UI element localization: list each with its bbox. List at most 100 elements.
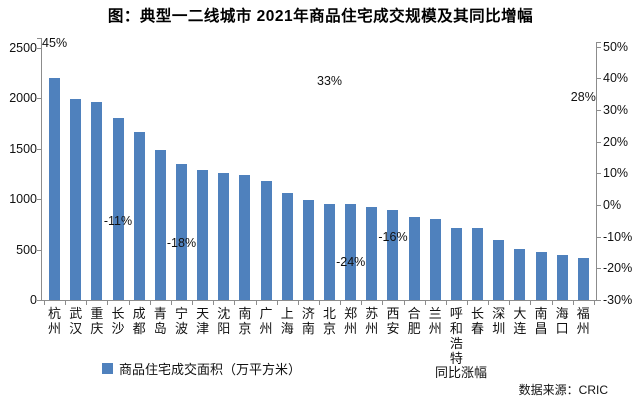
right-axis-tick-label: -20% [603, 261, 633, 276]
bar-天津 [197, 169, 209, 300]
legend-item-line-series: 同比涨幅 [435, 365, 488, 380]
x-axis [41, 300, 597, 301]
bar-郑州 [345, 203, 357, 300]
x-axis-label-成都: 成 都 [132, 306, 146, 336]
x-axis-label-合肥: 合 肥 [407, 306, 421, 336]
x-axis-tick [509, 301, 511, 305]
x-axis-tick [65, 301, 67, 305]
right-axis-tick-label: 0% [603, 197, 622, 212]
right-axis-tick-label: 30% [603, 102, 629, 117]
bar-宁波 [175, 163, 187, 300]
x-axis-tick [297, 301, 299, 305]
bar-大连 [514, 249, 526, 300]
x-axis-label-兰州: 兰 州 [428, 306, 442, 336]
right-axis-tick [597, 300, 601, 301]
x-axis-label-苏州: 苏 州 [365, 306, 379, 336]
growth-label-西安: -16% [378, 229, 408, 244]
x-axis-label-重庆: 重 庆 [90, 306, 104, 336]
left-axis-tick [37, 48, 41, 49]
x-axis-label-广州: 广 州 [259, 306, 273, 336]
right-axis-tick [597, 268, 601, 270]
growth-label-杭州: 45% [42, 36, 68, 51]
x-axis-tick [44, 301, 45, 305]
x-axis-tick [86, 301, 88, 305]
bar-兰州 [429, 218, 441, 300]
x-axis-tick [234, 301, 236, 305]
bar-北京 [324, 204, 336, 300]
x-axis-label-南京: 南 京 [238, 306, 252, 336]
right-axis-tick [597, 46, 601, 48]
bar-南昌 [535, 251, 547, 300]
bar-成都 [133, 132, 145, 300]
right-axis-tick-label: 40% [603, 71, 629, 86]
x-axis-tick [361, 301, 363, 305]
bar-合肥 [408, 217, 420, 300]
right-axis-tick [597, 173, 601, 175]
right-axis-tick [597, 141, 601, 143]
legend-item-bar-series: 商品住宅成交面积（万平方米） [102, 359, 301, 378]
left-axis-tick [37, 199, 41, 201]
x-axis-label-北京: 北 京 [323, 306, 337, 336]
x-axis-tick [255, 301, 257, 305]
y-axis-left [41, 38, 42, 300]
bar-长沙 [112, 118, 124, 300]
right-axis-tick [597, 78, 601, 80]
bar-青岛 [154, 149, 166, 300]
x-axis-label-郑州: 郑 州 [344, 306, 358, 336]
x-axis-tick [340, 301, 342, 305]
x-axis-label-宁波: 宁 波 [174, 306, 188, 336]
bar-重庆 [91, 102, 103, 300]
left-axis-tick [37, 98, 41, 100]
x-axis-label-沈阳: 沈 阳 [217, 306, 231, 336]
left-axis-tick-label: 500 [16, 242, 37, 257]
x-axis-tick [551, 301, 553, 305]
left-axis-tick-label: 1500 [9, 141, 37, 156]
x-axis-label-海口: 海 口 [555, 306, 569, 336]
right-axis-tick-label: -10% [603, 229, 633, 244]
left-axis-tick-label: 2500 [9, 41, 37, 55]
x-axis-label-深圳: 深 圳 [492, 306, 506, 336]
data-source-note: 数据来源：CRIC [518, 383, 608, 397]
right-axis-tick-label: 50% [603, 39, 629, 54]
bar-南京 [239, 174, 251, 300]
x-axis-label-长春: 长 春 [471, 306, 485, 336]
bar-海口 [556, 254, 568, 300]
bar-上海 [281, 193, 293, 300]
x-axis-tick [593, 301, 595, 305]
left-axis-tick-label: 1000 [9, 192, 37, 207]
x-axis-tick [318, 301, 320, 305]
growth-label-长沙: -11% [103, 213, 133, 228]
y-axis-left-top-tick [37, 38, 42, 39]
left-axis-tick [37, 300, 41, 301]
growth-label-北京: 33% [317, 74, 343, 89]
x-axis-tick [213, 301, 215, 305]
y-axis-right-top-tick [596, 42, 601, 43]
x-axis-label-上海: 上 海 [280, 306, 294, 336]
x-axis-tick [170, 301, 172, 305]
right-axis-tick-label: 20% [603, 134, 629, 149]
x-axis-tick [403, 301, 405, 305]
x-axis-tick [488, 301, 490, 305]
bar-济南 [302, 199, 314, 300]
bar-苏州 [366, 207, 378, 300]
bar-series-swatch-icon [102, 363, 113, 374]
x-axis-tick [572, 301, 574, 305]
x-axis-tick [467, 301, 468, 305]
chart-title: 图：典型一二线城市 2021年商品住宅成交规模及其同比增幅 [107, 8, 534, 25]
right-axis-tick [597, 236, 601, 238]
bar-武汉 [70, 98, 82, 300]
x-axis-label-福州: 福 州 [576, 306, 590, 336]
growth-label-宁波: -18% [166, 235, 197, 250]
bar-深圳 [493, 240, 505, 300]
left-axis-tick-label: 2000 [9, 91, 37, 106]
x-axis-label-呼和浩特: 呼 和 浩 特 [449, 306, 463, 366]
bar-西安 [387, 210, 399, 300]
right-axis-tick-label: 10% [603, 166, 629, 181]
right-axis-tick [597, 204, 601, 206]
x-axis-tick [128, 301, 130, 305]
x-axis-tick [276, 301, 278, 305]
bar-series-label: 商品住宅成交面积（万平方米） [119, 362, 302, 377]
x-axis-label-长沙: 长 沙 [111, 306, 125, 336]
growth-label-郑州: -24% [336, 254, 366, 269]
